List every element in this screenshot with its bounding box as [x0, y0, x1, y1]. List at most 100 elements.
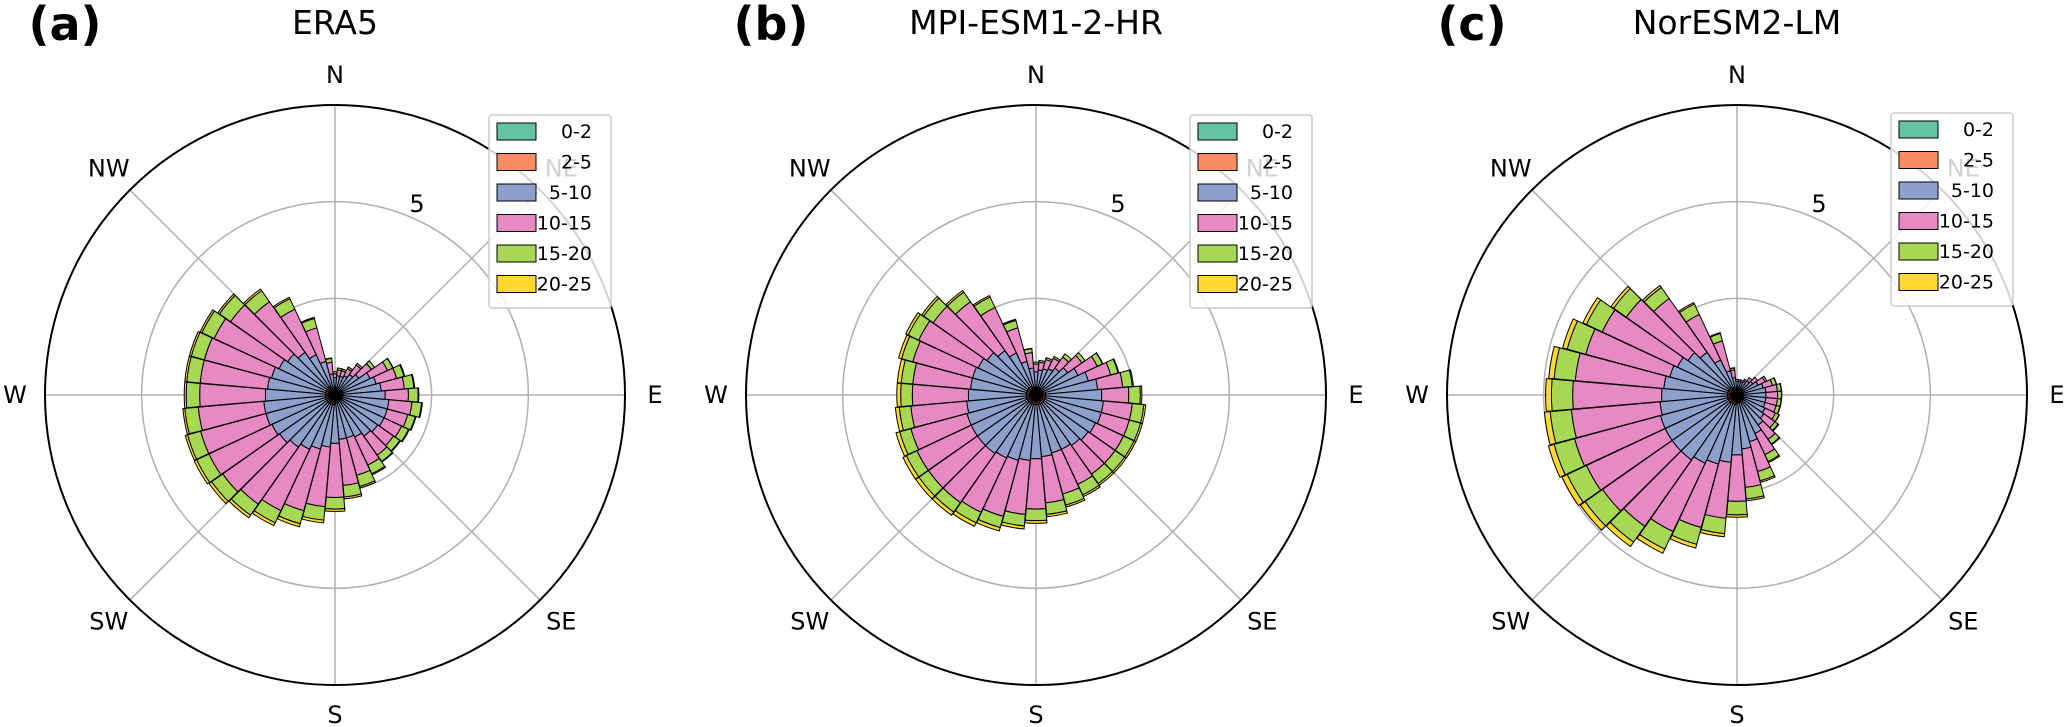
bar-segment-20-25: [1610, 285, 1631, 309]
outer-frame: [1446, 104, 2028, 686]
bar-segment-20-25: [1780, 390, 1783, 400]
legend-swatch: [496, 275, 537, 293]
legend-swatch: [1898, 120, 1939, 139]
bar-segment-15-20: [332, 371, 338, 375]
legend-label: 20-25: [1939, 272, 1994, 294]
bar-segment-20-25: [199, 309, 216, 334]
legend: 0-2 2-5 5-10 10-15 15-20 20-25: [1890, 112, 2014, 307]
direction-label: SW: [89, 607, 128, 635]
direction-label: E: [1348, 381, 1363, 409]
bar-segment-20-25: [300, 316, 315, 324]
direction-label: N: [1027, 61, 1045, 89]
bar-segment-20-25: [1139, 385, 1143, 405]
bar-segment-20-25: [1562, 318, 1579, 350]
windrose-panel: (a)ERA55NNEESESSWWNW0-22-55-1010-1515-20…: [3, 0, 662, 727]
legend-label: 20-25: [537, 274, 592, 296]
legend-swatch: [496, 244, 537, 263]
bar-segment-15-20: [1075, 351, 1086, 364]
bar-segment-20-25: [1677, 301, 1696, 314]
bar-segment-20-25: [902, 455, 920, 480]
bar-segment-20-25: [409, 416, 417, 431]
direction-label: NW: [789, 155, 831, 183]
bar-segment-20-25: [1773, 377, 1778, 386]
bar-segment-20-25: [184, 434, 198, 461]
windrose-panel: (b)MPI-ESM1-2-HR5NNEESESSWWNW0-22-55-101…: [704, 0, 1363, 727]
bar-segment-20-25: [276, 515, 301, 528]
bar-segment-20-25: [184, 355, 192, 383]
outer-frame: [44, 104, 626, 686]
bar-segment-20-25: [417, 387, 420, 403]
bar-segment-20-25: [896, 382, 902, 408]
legend-label: 2-5: [561, 152, 592, 174]
bar-segment-20-25: [952, 510, 977, 527]
bar-segment-20-25: [1582, 296, 1602, 326]
direction-label: S: [1028, 701, 1043, 727]
direction-label: NW: [88, 155, 130, 183]
legend-swatch: [1898, 273, 1939, 291]
legend-swatch: [1197, 122, 1238, 141]
legend-swatch: [1197, 183, 1238, 202]
bar-segment-20-25: [1548, 345, 1561, 380]
direction-label: E: [2049, 381, 2064, 409]
bar-segment-20-25: [1636, 533, 1666, 554]
legend-swatch: [1197, 244, 1238, 263]
bar-segment-20-25: [272, 296, 291, 309]
bar-segment-20-25: [1023, 347, 1033, 351]
bar-segment-20-25: [1669, 534, 1698, 549]
bar-segment-20-25: [1543, 411, 1557, 446]
bar-segment-20-25: [188, 330, 201, 357]
legend-label: 0-2: [1262, 121, 1293, 143]
legend-swatch: [1898, 212, 1939, 230]
bar-segment-20-25: [359, 480, 377, 489]
outer-frame: [745, 104, 1327, 686]
direction-label: SE: [546, 607, 576, 635]
bar-segment-20-25: [1095, 352, 1104, 365]
legend-label: 5-10: [1951, 180, 1994, 202]
bar-segment-20-25: [1605, 521, 1635, 548]
bar-segment-20-25: [324, 357, 333, 361]
bar-segment-10-15: [1100, 386, 1130, 404]
legend-swatch: [496, 183, 537, 202]
bar-segment-20-25: [1046, 510, 1069, 518]
bar-segment-20-25: [1024, 519, 1048, 524]
legend-label: 10-15: [1238, 213, 1293, 235]
bar-segment-20-25: [251, 510, 276, 527]
bar-segment-20-25: [1729, 367, 1736, 370]
bar-segment-15-20: [1550, 378, 1574, 412]
bar-segment-15-20: [340, 368, 348, 373]
bar-segment-15-20: [407, 387, 419, 403]
bar-segment-20-25: [1002, 318, 1017, 326]
bar-segment-20-25: [242, 288, 263, 306]
panel-label: (a): [28, 0, 101, 51]
legend-swatch: [1898, 151, 1939, 169]
ring-label: 5: [1110, 190, 1125, 218]
panel-label: (c): [1437, 0, 1506, 51]
bar-segment-15-20: [900, 382, 914, 408]
direction-label: SW: [1491, 607, 1530, 635]
direction-label: N: [1728, 61, 1746, 89]
bar-segment-15-20: [324, 496, 346, 510]
legend: 0-2 2-5 5-10 10-15 15-20 20-25: [488, 114, 612, 309]
bar-segment-20-25: [894, 406, 904, 432]
bar-segment-20-25: [193, 459, 211, 485]
bar-segment-20-25: [921, 295, 940, 317]
bar-segment-20-25: [1112, 358, 1120, 374]
bar-segment-20-25: [343, 493, 363, 500]
ring-label: 5: [1811, 190, 1826, 218]
direction-label: W: [3, 381, 27, 409]
legend-label: 10-15: [537, 213, 592, 235]
windrose-panel: (c)NorESM2-LM5NNEESESSWWNW0-22-55-1010-1…: [1405, 0, 2064, 727]
bar-segment-20-25: [324, 508, 346, 512]
bar-segment-20-25: [905, 312, 921, 336]
bar-segment-20-25: [1745, 495, 1765, 502]
bar-segment-20-25: [386, 357, 394, 369]
bar-segment-20-25: [1759, 475, 1776, 483]
bar-segment-20-25: [228, 498, 252, 519]
bar-segment-20-25: [1770, 436, 1781, 446]
bar-segment-20-25: [1699, 528, 1726, 538]
legend-swatch: [496, 214, 537, 232]
bar-segment-20-25: [895, 431, 909, 457]
direction-label: SE: [1948, 607, 1978, 635]
bar-segment-20-25: [301, 515, 325, 524]
